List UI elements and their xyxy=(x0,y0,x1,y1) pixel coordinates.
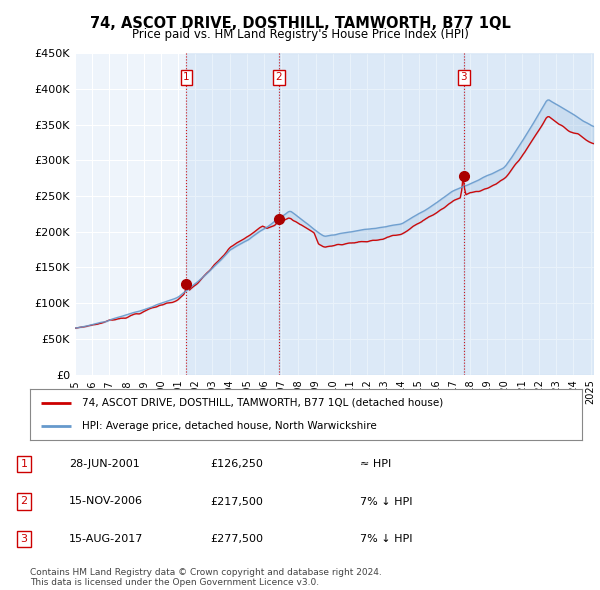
Text: 1: 1 xyxy=(183,72,190,82)
Text: £217,500: £217,500 xyxy=(210,497,263,506)
Text: 3: 3 xyxy=(20,535,28,544)
Text: 74, ASCOT DRIVE, DOSTHILL, TAMWORTH, B77 1QL: 74, ASCOT DRIVE, DOSTHILL, TAMWORTH, B77… xyxy=(89,16,511,31)
Text: 2: 2 xyxy=(276,72,283,82)
Bar xyxy=(279,53,464,375)
Text: Price paid vs. HM Land Registry's House Price Index (HPI): Price paid vs. HM Land Registry's House … xyxy=(131,28,469,41)
Text: 2: 2 xyxy=(20,497,28,506)
Text: 1: 1 xyxy=(20,459,28,468)
Text: HPI: Average price, detached house, North Warwickshire: HPI: Average price, detached house, Nort… xyxy=(82,421,377,431)
Text: 15-AUG-2017: 15-AUG-2017 xyxy=(69,535,143,544)
Text: 28-JUN-2001: 28-JUN-2001 xyxy=(69,459,140,468)
Text: £126,250: £126,250 xyxy=(210,459,263,468)
Text: Contains HM Land Registry data © Crown copyright and database right 2024.
This d: Contains HM Land Registry data © Crown c… xyxy=(30,568,382,587)
Text: 3: 3 xyxy=(460,72,467,82)
Bar xyxy=(464,53,594,375)
Text: 15-NOV-2006: 15-NOV-2006 xyxy=(69,497,143,506)
Text: 7% ↓ HPI: 7% ↓ HPI xyxy=(360,535,413,544)
Text: ≈ HPI: ≈ HPI xyxy=(360,459,391,468)
Text: 7% ↓ HPI: 7% ↓ HPI xyxy=(360,497,413,506)
Bar xyxy=(187,53,279,375)
Text: £277,500: £277,500 xyxy=(210,535,263,544)
Text: 74, ASCOT DRIVE, DOSTHILL, TAMWORTH, B77 1QL (detached house): 74, ASCOT DRIVE, DOSTHILL, TAMWORTH, B77… xyxy=(82,398,443,408)
